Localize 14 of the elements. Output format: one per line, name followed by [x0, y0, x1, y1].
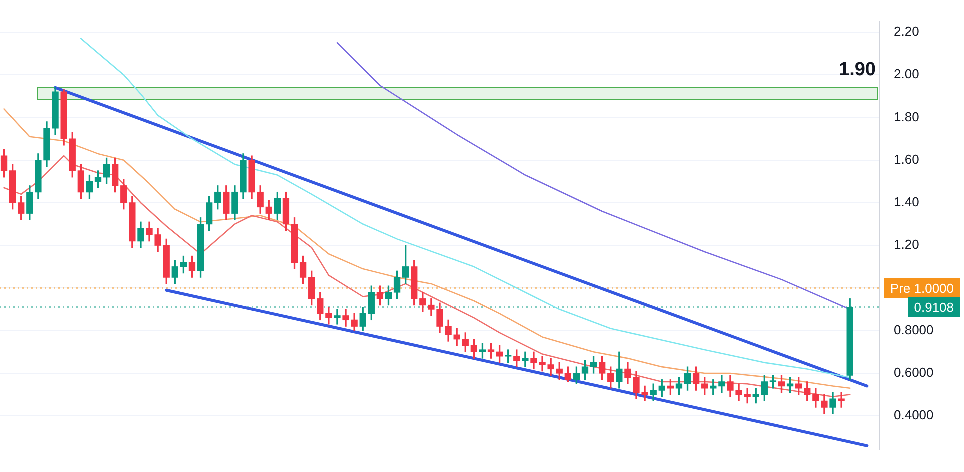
y-tick-label: 0.4000 — [894, 408, 934, 423]
candlestick — [522, 352, 529, 368]
y-tick-label: 2.20 — [894, 24, 920, 40]
band-label: 1.90 — [839, 60, 876, 81]
y-tick-label: 1.20 — [894, 237, 920, 252]
y-tick-label: 0.6000 — [894, 365, 934, 380]
y-tick-label: 1.60 — [894, 152, 920, 167]
y-tick-label: 1.80 — [894, 109, 920, 124]
y-tick-label: 2.00 — [894, 66, 920, 82]
y-tick-label: 0.8000 — [894, 322, 934, 338]
ref-line-label: Pre 1.0000 — [890, 280, 954, 296]
ref-line-label: 0.9108 — [914, 300, 954, 315]
candlestick — [838, 392, 845, 408]
y-tick-label: 1.40 — [894, 194, 920, 210]
